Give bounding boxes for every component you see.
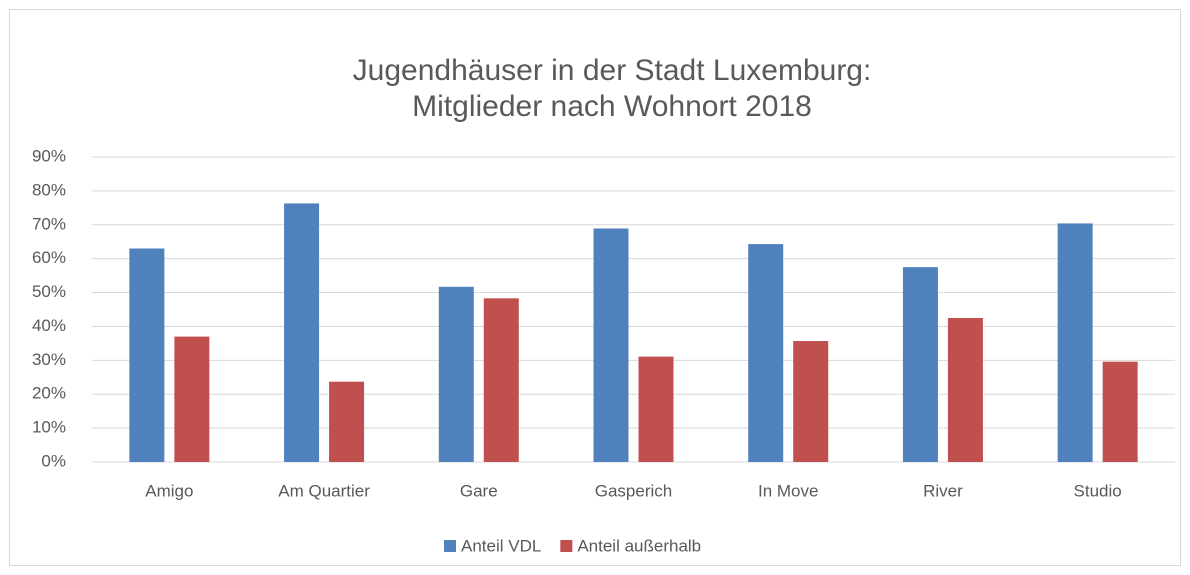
legend-label: Anteil außerhalb — [577, 536, 701, 555]
legend-swatch — [560, 540, 573, 552]
y-tick-label: 20% — [32, 384, 66, 403]
bar — [483, 298, 519, 462]
bar — [947, 317, 983, 462]
y-tick-label: 70% — [32, 214, 66, 233]
x-tick-label: Studio — [1074, 481, 1122, 500]
y-tick-label: 10% — [32, 418, 66, 437]
y-tick-label: 90% — [32, 146, 66, 165]
bar — [793, 341, 829, 462]
x-tick-label: River — [923, 481, 963, 500]
legend-label: Anteil VDL — [461, 536, 541, 555]
x-tick-label: Amigo — [145, 481, 193, 500]
bar — [1057, 223, 1093, 462]
bar — [593, 228, 629, 462]
bar — [1102, 361, 1138, 462]
bar — [129, 248, 165, 462]
x-tick-label: Gasperich — [595, 481, 672, 500]
bar — [174, 336, 210, 462]
bar — [902, 267, 938, 462]
chart-title: Mitglieder nach Wohnort 2018 — [412, 90, 812, 123]
y-tick-label: 30% — [32, 350, 66, 369]
bar — [638, 356, 674, 462]
x-tick-label: In Move — [758, 481, 818, 500]
chart-title: Jugendhäuser in der Stadt Luxemburg: — [353, 54, 872, 87]
x-tick-label: Am Quartier — [278, 481, 370, 500]
bar — [329, 381, 365, 462]
bar — [438, 286, 474, 462]
y-tick-label: 0% — [41, 451, 66, 470]
bar — [748, 244, 784, 462]
legend-swatch — [444, 540, 456, 552]
y-tick-label: 60% — [32, 248, 66, 267]
y-tick-label: 80% — [32, 180, 66, 199]
y-tick-label: 40% — [32, 316, 66, 335]
bar — [284, 203, 320, 462]
y-tick-label: 50% — [32, 282, 66, 301]
x-tick-label: Gare — [460, 481, 498, 500]
